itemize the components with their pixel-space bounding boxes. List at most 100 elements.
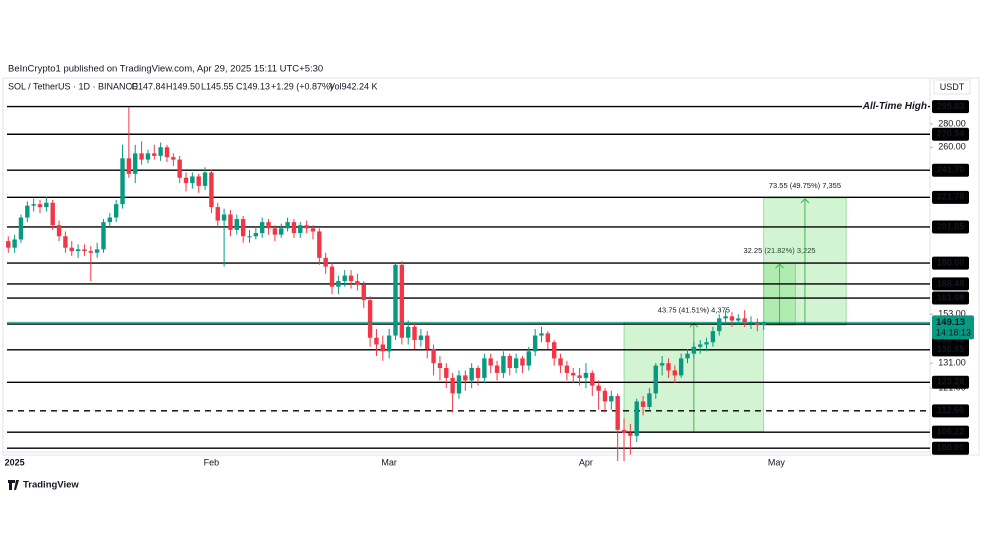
x-tick-label: Feb bbox=[204, 457, 220, 467]
candle-body bbox=[405, 326, 411, 338]
measure-label: 32.25 (21.82%) 3,225 bbox=[743, 246, 815, 255]
legend-value: L145.55 bbox=[201, 81, 234, 91]
candle-body bbox=[545, 333, 551, 343]
candle-body bbox=[56, 225, 62, 237]
candle-body bbox=[304, 225, 309, 229]
candle-body bbox=[285, 222, 290, 229]
candle-body bbox=[139, 153, 144, 160]
candle-body bbox=[602, 390, 608, 402]
candle-body bbox=[628, 432, 633, 436]
candle-body bbox=[75, 249, 81, 252]
x-tick-label: 2025 bbox=[5, 457, 25, 467]
candle-body bbox=[640, 401, 646, 407]
candle-body bbox=[634, 401, 639, 436]
candle-body bbox=[437, 363, 443, 368]
candle-body bbox=[44, 202, 49, 208]
candle-body bbox=[88, 251, 93, 253]
candle-body bbox=[425, 335, 430, 350]
candle-body bbox=[113, 204, 119, 218]
level-label: 295.83 bbox=[937, 101, 965, 111]
level-label: 221.78 bbox=[937, 192, 965, 202]
level-label-box bbox=[932, 425, 969, 439]
candle-body bbox=[367, 300, 373, 338]
level-label: 180.00 bbox=[937, 257, 965, 267]
candle-body bbox=[463, 375, 468, 381]
candle-body bbox=[761, 322, 766, 326]
level-label: 148.29 bbox=[937, 338, 965, 348]
candle-body bbox=[240, 219, 246, 237]
candle-body bbox=[609, 396, 614, 402]
candle-body bbox=[729, 316, 735, 321]
candle-body bbox=[704, 342, 709, 345]
candle-body bbox=[532, 335, 538, 352]
y-tick-label: 153.00 bbox=[938, 309, 966, 319]
candle-body bbox=[469, 367, 474, 381]
level-label-box bbox=[932, 277, 969, 291]
candle-body bbox=[183, 177, 189, 184]
candle-body bbox=[666, 363, 671, 371]
level-label: 112.60 bbox=[937, 405, 964, 415]
x-tick-label: May bbox=[768, 457, 786, 467]
candle-body bbox=[31, 204, 36, 206]
level-label-box bbox=[932, 220, 969, 234]
candle-body bbox=[717, 318, 722, 332]
level-label: 201.85 bbox=[937, 221, 965, 231]
current-price: 149.13 bbox=[936, 317, 965, 328]
level-label-box bbox=[932, 404, 969, 418]
measure-label: 73.55 (49.75%) 7,355 bbox=[769, 181, 841, 190]
candle-body bbox=[539, 333, 544, 336]
level-label-box bbox=[932, 100, 969, 114]
candle-body bbox=[228, 214, 233, 230]
candle-body bbox=[444, 367, 449, 378]
candle-body bbox=[6, 241, 11, 248]
candle-body bbox=[393, 264, 398, 336]
candle-body bbox=[571, 372, 576, 376]
level-label: 168.48 bbox=[937, 278, 965, 288]
annotation: All-Time High bbox=[862, 101, 927, 112]
candle-body bbox=[380, 344, 386, 352]
candle-body bbox=[494, 365, 500, 373]
measure-arrowhead bbox=[775, 263, 784, 269]
level-label-box bbox=[932, 190, 969, 204]
candle-body bbox=[101, 222, 106, 250]
candle-body bbox=[323, 257, 328, 267]
candle-body bbox=[12, 239, 17, 248]
candle-body bbox=[133, 153, 138, 174]
candle-body bbox=[253, 233, 259, 237]
candle-body bbox=[355, 281, 360, 285]
candle-body bbox=[361, 284, 366, 301]
candle-body bbox=[158, 147, 163, 156]
candle-body bbox=[164, 147, 170, 158]
frame bbox=[2, 77, 980, 456]
candle-body bbox=[266, 222, 271, 229]
candle-body bbox=[120, 158, 125, 205]
candle-body bbox=[551, 342, 557, 359]
candle-body bbox=[342, 275, 347, 282]
candle-body bbox=[336, 281, 341, 287]
candle-body bbox=[221, 214, 227, 221]
candle-body bbox=[310, 228, 316, 232]
candle-body bbox=[678, 358, 684, 376]
level-label-box bbox=[932, 291, 969, 305]
candle-body bbox=[18, 217, 24, 240]
candle-body bbox=[488, 358, 493, 366]
legend-value: C149.13 bbox=[236, 81, 270, 91]
header: BeInCrypto1 published on TradingView.com… bbox=[8, 64, 323, 75]
candle-body bbox=[418, 335, 424, 340]
candle-body bbox=[37, 204, 43, 208]
y-tick-label: 260.00 bbox=[938, 142, 966, 152]
candle-body bbox=[590, 372, 595, 386]
candle-body bbox=[215, 207, 220, 221]
candle-body bbox=[723, 316, 728, 319]
level-label: 161.08 bbox=[937, 292, 965, 302]
measure-arrowhead bbox=[689, 322, 699, 328]
y-tick-label: 131.00 bbox=[938, 358, 966, 368]
candle-body bbox=[672, 370, 678, 376]
x-tick-label: Apr bbox=[579, 457, 593, 467]
level-label: 136.65 bbox=[937, 344, 965, 354]
level-label: 270.94 bbox=[937, 129, 965, 139]
tv-logo bbox=[8, 480, 19, 490]
candle-body bbox=[685, 353, 690, 359]
